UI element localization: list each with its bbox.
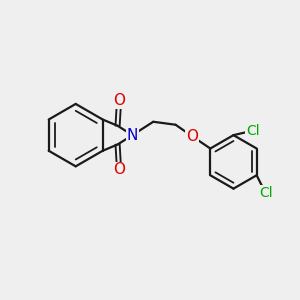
Text: Cl: Cl: [259, 186, 272, 200]
Text: N: N: [127, 128, 138, 142]
Text: O: O: [186, 128, 198, 143]
Text: Cl: Cl: [246, 124, 260, 138]
Text: O: O: [113, 93, 125, 108]
Text: O: O: [113, 162, 125, 177]
